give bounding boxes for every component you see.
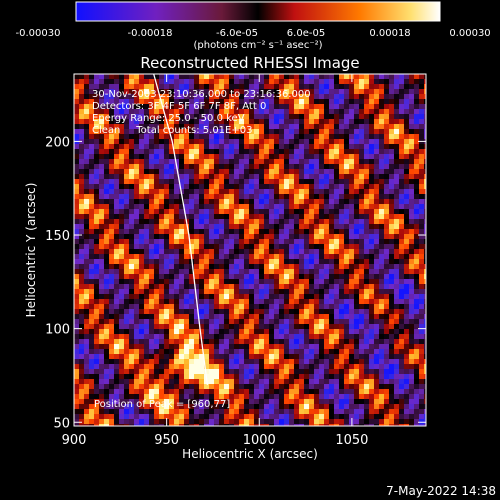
plot-area: 900 950 1000 1050 50 100 150 200 30-Nov-2003 2…: [45, 73, 427, 448]
colorbar-tick-label: -0.00030: [16, 28, 61, 39]
annotation-line: Clean Total counts: 5.01E+03: [92, 125, 252, 136]
y-tick-label: 200: [45, 135, 70, 150]
y-tick-label: 100: [45, 323, 70, 338]
y-axis-label: Heliocentric Y (arcsec): [24, 183, 38, 318]
solar-limb-line: [153, 74, 209, 385]
x-tick-label: 900: [62, 433, 87, 448]
colorbar: -0.00030 -0.00018 -6.0e-05 6.0e-05 0.00018 0.…: [16, 1, 491, 51]
colorbar-tick-label: 6.0e-05: [287, 28, 325, 39]
x-tick-label: 1000: [243, 433, 276, 448]
annotation-line: 30-Nov-2003 23:10:36.000 to 23:16:36.000: [92, 89, 311, 100]
chart-title: Reconstructed RHESSI Image: [140, 54, 359, 72]
x-axis: 900 950 1000 1050: [62, 74, 368, 448]
y-tick-label: 50: [53, 416, 70, 431]
annotation-block: 30-Nov-2003 23:10:36.000 to 23:16:36.000…: [92, 89, 311, 136]
colorbar-tick-label: 0.00030: [449, 28, 490, 39]
y-tick-label: 150: [45, 229, 70, 244]
annotation-line: Detectors: 3F 4F 5F 6F 7F 8F, Att 0: [92, 101, 266, 112]
x-axis-label: Heliocentric X (arcsec): [182, 447, 318, 461]
annotation-line: Energy Range: 25.0 - 50.0 keV: [92, 113, 245, 124]
timestamp: 7-May-2022 14:38: [386, 484, 496, 498]
colorbar-units: (photons cm⁻² s⁻¹ asec⁻²): [193, 40, 322, 51]
y-axis: 50 100 150 200: [45, 135, 426, 431]
colorbar-tick-label: 0.00018: [369, 28, 410, 39]
colorbar-tick-label: -0.00018: [128, 28, 173, 39]
x-tick-label: 950: [154, 433, 179, 448]
colorbar-tick-label: -6.0e-05: [216, 28, 258, 39]
heatmap-image: [74, 74, 426, 426]
x-tick-label: 1050: [335, 433, 368, 448]
plot-frame: [73, 73, 427, 427]
colorbar-gradient: [75, 1, 441, 22]
peak-position-label: Position of Peak = [960,77]: [94, 399, 230, 410]
